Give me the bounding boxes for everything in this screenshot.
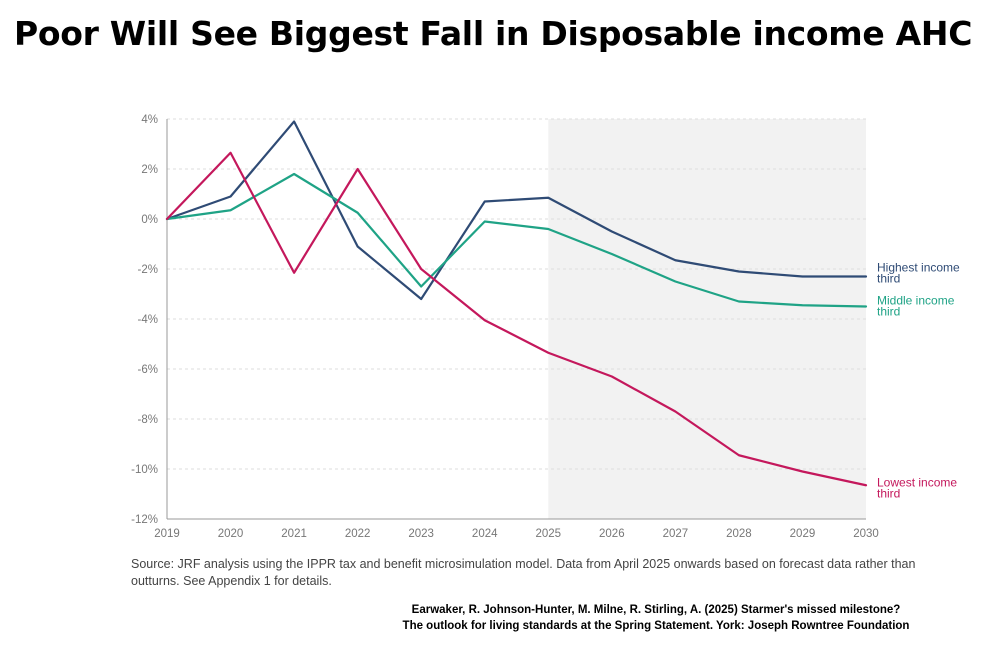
series-label-lowest: Lowest income: [877, 475, 957, 489]
series-label-middle-line2: third: [877, 305, 900, 319]
x-tick-label: 2021: [281, 528, 307, 540]
x-tick-label: 2020: [218, 528, 244, 540]
series-line-highest: [165, 120, 868, 301]
y-tick-label: -10%: [131, 464, 158, 476]
source-note: Source: JRF analysis using the IPPR tax …: [131, 557, 916, 588]
x-tick-label: 2030: [853, 528, 879, 540]
series-line-lowest: [165, 151, 868, 487]
x-tick-label: 2028: [726, 528, 752, 540]
series-label-lowest-line2: third: [877, 486, 900, 500]
citation-line-1: Earwaker, R. Johnson-Hunter, M. Milne, R…: [411, 604, 901, 616]
y-tick-label: -6%: [138, 364, 158, 376]
x-tick-label: 2027: [663, 528, 689, 540]
y-tick-label: 4%: [141, 114, 158, 126]
x-tick-label: 2019: [154, 528, 180, 540]
series-line-middle: [165, 172, 868, 308]
y-tick-label: -12%: [131, 514, 158, 526]
y-tick-label: -4%: [138, 314, 158, 326]
citation: Earwaker, R. Johnson-Hunter, M. Milne, R…: [380, 602, 932, 634]
citation-line-2: The outlook for living standards at the …: [402, 620, 910, 632]
series-label-middle: Middle income: [877, 294, 955, 308]
chart-title: Poor Will See Biggest Fall in Disposable…: [14, 14, 973, 53]
y-tick-label: 0%: [141, 214, 158, 226]
x-tick-label: 2022: [345, 528, 371, 540]
y-tick-label: -2%: [138, 264, 158, 276]
x-tick-label: 2026: [599, 528, 625, 540]
x-tick-label: 2023: [408, 528, 434, 540]
x-tick-label: 2029: [790, 528, 816, 540]
x-tick-label: 2025: [535, 528, 561, 540]
y-tick-label: -8%: [138, 414, 158, 426]
x-tick-label: 2024: [472, 528, 498, 540]
y-tick-label: 2%: [141, 164, 158, 176]
series-label-highest-line2: third: [877, 272, 900, 286]
series-label-highest: Highest income: [877, 261, 960, 275]
